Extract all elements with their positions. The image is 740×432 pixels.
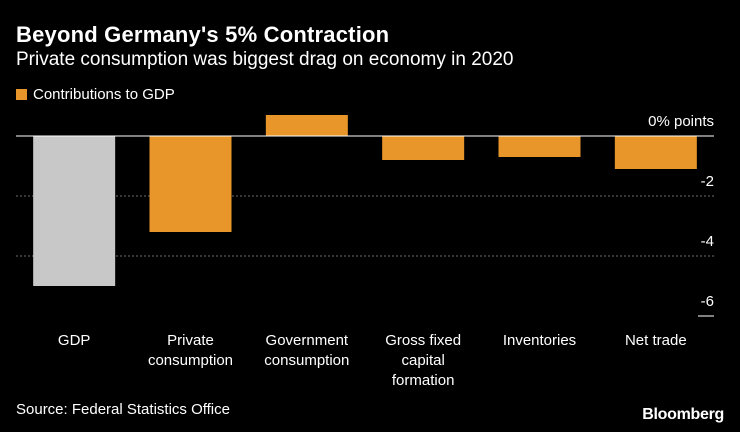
chart-subtitle: Private consumption was biggest drag on … bbox=[16, 49, 514, 70]
y-tick-label: -2 bbox=[701, 173, 714, 190]
y-tick-label: -6 bbox=[701, 293, 714, 310]
tick-layer: 0% points -2 -4 -6 bbox=[648, 113, 714, 310]
bar bbox=[614, 136, 697, 169]
legend-swatch bbox=[16, 89, 27, 100]
legend: Contributions to GDP bbox=[16, 86, 175, 103]
grid-layer bbox=[16, 195, 714, 317]
source-note: Source: Federal Statistics Office bbox=[16, 401, 230, 418]
x-category-label: Private consumption bbox=[148, 332, 233, 369]
y-tick-label: -4 bbox=[701, 233, 714, 250]
bar bbox=[33, 136, 116, 286]
bar bbox=[498, 136, 581, 157]
x-category-label: GDP bbox=[58, 332, 91, 349]
category-layer: GDP Private consumption Government consumpti… bbox=[58, 332, 687, 389]
bar bbox=[265, 115, 348, 136]
chart-title: Beyond Germany's 5% Contraction bbox=[16, 22, 390, 47]
bar bbox=[382, 136, 465, 160]
legend-label: Contributions to GDP bbox=[33, 86, 175, 103]
y-tick-label: 0% points bbox=[648, 113, 714, 130]
bar-layer bbox=[16, 115, 714, 286]
bloomberg-logo: Bloomberg bbox=[642, 406, 724, 423]
x-category-label: Government consumption bbox=[264, 332, 349, 369]
x-category-label: Inventories bbox=[503, 332, 576, 349]
bar bbox=[149, 136, 232, 232]
x-category-label: Gross fixed capital formation bbox=[385, 332, 461, 389]
x-category-label: Net trade bbox=[625, 332, 687, 349]
